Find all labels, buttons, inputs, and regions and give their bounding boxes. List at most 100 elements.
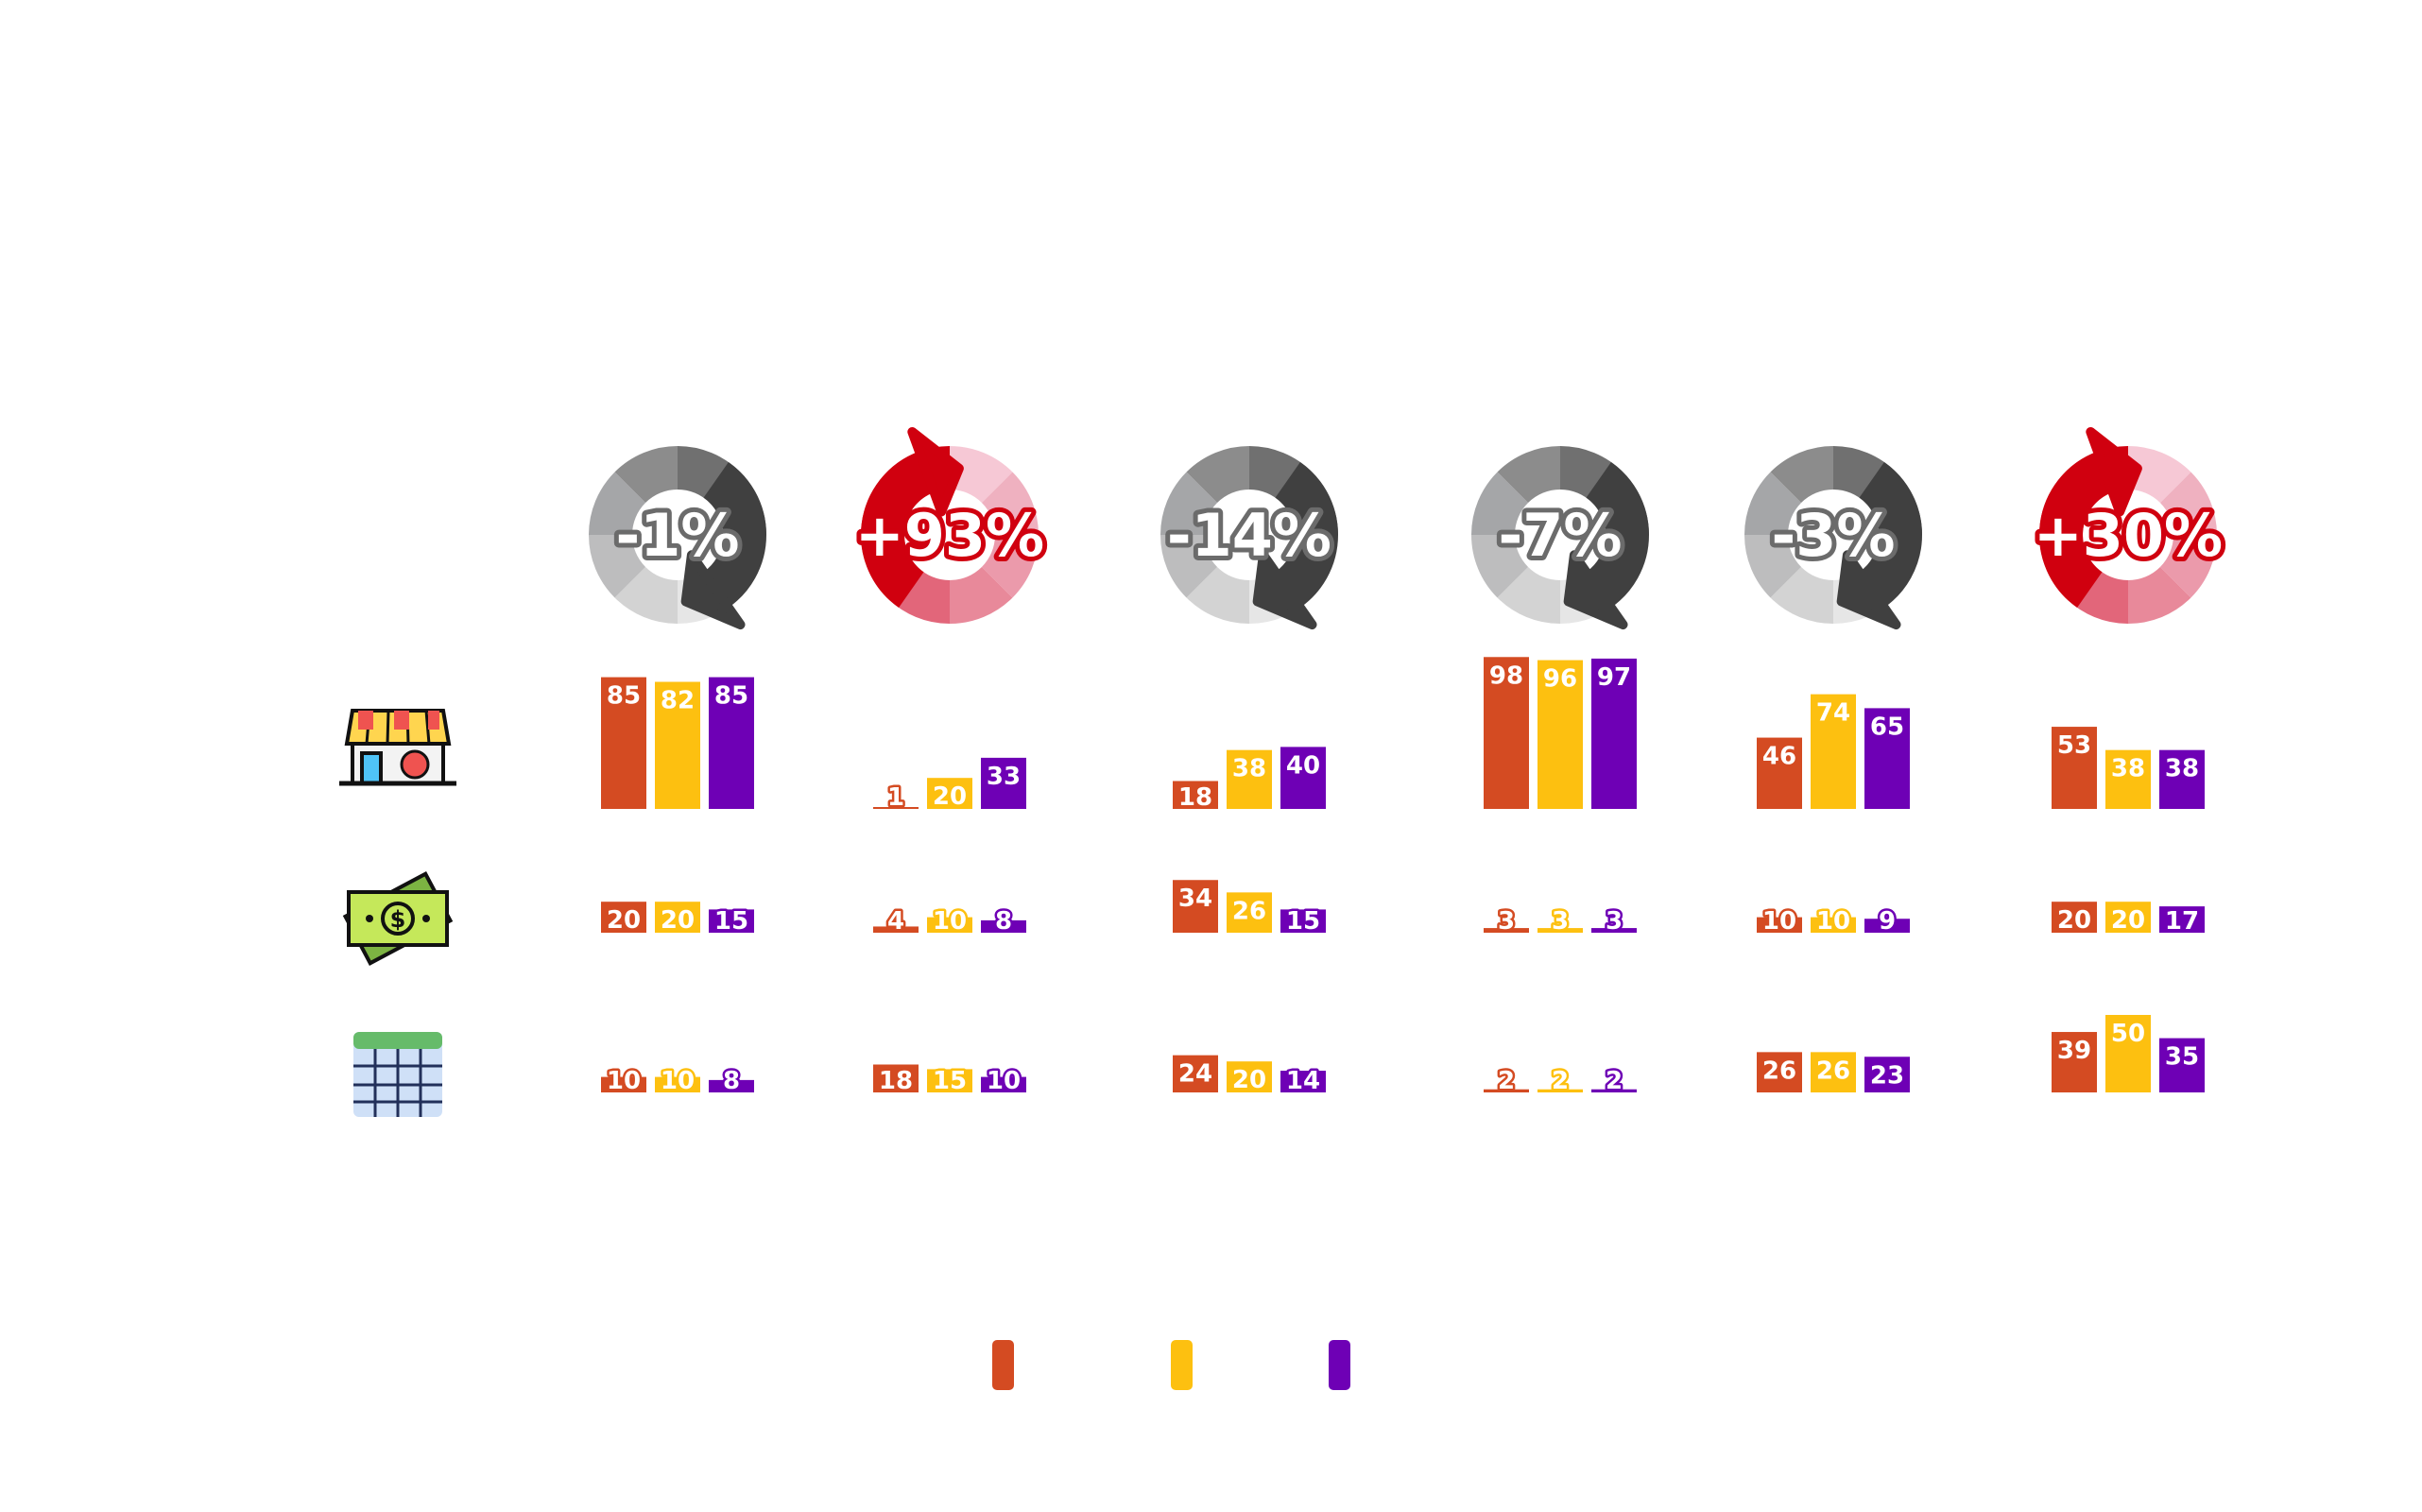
- bar: [709, 677, 754, 809]
- donut-segment: [1744, 535, 1802, 598]
- bar: [981, 1076, 1026, 1092]
- bar: [1537, 928, 1583, 933]
- bar: [1864, 1057, 1910, 1092]
- bar: [709, 909, 754, 933]
- bar-value-label: 24: [1178, 1060, 1212, 1089]
- bar-row-3: 2 2 2: [1484, 1065, 1637, 1098]
- bar: [1280, 747, 1326, 809]
- change-label: -1%: [616, 501, 740, 570]
- bar-value-label: 20: [2111, 906, 2145, 935]
- bar-row-1: 85 82 85: [601, 677, 754, 809]
- donut-segment: [950, 566, 1013, 624]
- bar-row-1: 1 20 33: [873, 757, 1026, 815]
- row-icons: $: [339, 709, 456, 1117]
- bar: [873, 807, 919, 809]
- bar: [2052, 902, 2097, 933]
- bar: [601, 902, 646, 933]
- legend-swatch: [1171, 1340, 1193, 1390]
- bar: [2105, 749, 2151, 809]
- store-icon: [339, 709, 456, 786]
- bar: [2105, 902, 2151, 933]
- donut-segment: [2159, 535, 2217, 598]
- bar: [927, 917, 972, 933]
- arrow-up-icon: [2039, 451, 2114, 608]
- arrow-head: [1252, 550, 1317, 630]
- bar-row-3: 10 10 8: [601, 1065, 754, 1098]
- bar: [1864, 919, 1910, 933]
- bar: [873, 1064, 919, 1092]
- bar-value-label: 10: [607, 1067, 641, 1095]
- bar-value-label: 20: [933, 782, 967, 811]
- bar-row-2: 10 10 9: [1757, 905, 1910, 938]
- arrow-head: [1563, 550, 1628, 630]
- bar: [1757, 1052, 1802, 1092]
- bar-value-label: 35: [2165, 1043, 2199, 1072]
- bar: [1757, 737, 1802, 809]
- change-label: +93%: [855, 501, 1044, 570]
- change-label: -7%: [1499, 501, 1623, 570]
- bar: [1484, 657, 1529, 809]
- bar-value-label: 20: [607, 906, 641, 935]
- donut-segment: [950, 446, 1013, 504]
- bar-value-label: 96: [1543, 665, 1577, 694]
- arrow-down-icon: [1858, 462, 1922, 608]
- group-3: -14% 18 38 40 34 26 15 24 20 14: [1160, 446, 1338, 1098]
- bar-value-label: 10: [661, 1067, 695, 1095]
- change-donut: [589, 446, 766, 630]
- bar-value-label: 3: [1498, 907, 1515, 936]
- bar-value-label: 26: [1232, 897, 1266, 925]
- bar-value-label: 1: [887, 783, 904, 812]
- bar-value-label: 40: [1286, 751, 1320, 780]
- bar: [2159, 906, 2205, 933]
- bar: [981, 919, 1026, 933]
- arrow-head: [680, 550, 746, 630]
- bar-value-label: 26: [1816, 1057, 1850, 1085]
- change-donut: [1744, 446, 1922, 630]
- donut-segment: [1186, 566, 1249, 624]
- bar-value-label: 10: [987, 1067, 1021, 1095]
- donut-segment: [1160, 535, 1218, 598]
- bar-value-label: 65: [1870, 713, 1904, 741]
- bar-value-label: 50: [2111, 1020, 2145, 1048]
- donut-segment: [1249, 446, 1313, 504]
- bar-value-label: 17: [2165, 907, 2199, 936]
- donut-segment: [886, 566, 950, 624]
- bar-row-2: 20 20 15: [601, 902, 754, 938]
- legend: [992, 1340, 1350, 1390]
- bar-value-label: 74: [1816, 699, 1850, 728]
- bar-value-label: 3: [1606, 907, 1623, 936]
- bar: [1280, 1071, 1326, 1092]
- group-2: +93% 1 20 33 4 10 8 18 15 10: [850, 426, 1049, 1098]
- donut-segment: [1471, 472, 1529, 535]
- svg-text:$: $: [390, 906, 406, 933]
- donut-segment: [678, 446, 741, 504]
- donut-segment: [1160, 472, 1218, 535]
- bar-value-label: 33: [987, 763, 1021, 791]
- bar: [1811, 694, 1856, 809]
- bar: [2105, 1015, 2151, 1092]
- bar-value-label: 10: [933, 907, 967, 936]
- bar-row-2: 20 20 17: [2052, 902, 2205, 938]
- bar: [1811, 1052, 1856, 1092]
- arrow-head: [2086, 426, 2142, 517]
- bar-value-label: 46: [1762, 743, 1796, 771]
- bar: [601, 1076, 646, 1092]
- bar-value-label: 97: [1597, 663, 1631, 692]
- bar: [1757, 917, 1802, 933]
- bar: [981, 757, 1026, 809]
- donut-segment: [1471, 535, 1529, 598]
- bar-value-label: 10: [1816, 907, 1850, 936]
- change-donut: [2039, 426, 2217, 624]
- bar: [1227, 749, 1272, 809]
- bar: [927, 778, 972, 809]
- group-1: -1% 85 82 85 20 20 15 10 10 8: [589, 446, 766, 1098]
- money-icon: $: [342, 871, 454, 966]
- group-6: +30% 53 38 38 20 20 17 39 50 35: [2029, 426, 2227, 1092]
- bar: [1537, 660, 1583, 809]
- donut-segment: [1497, 446, 1560, 504]
- bar-value-label: 98: [1489, 662, 1523, 690]
- donut-segment: [2128, 566, 2191, 624]
- donut-segment: [1770, 566, 1833, 624]
- bar-value-label: 8: [723, 1067, 740, 1095]
